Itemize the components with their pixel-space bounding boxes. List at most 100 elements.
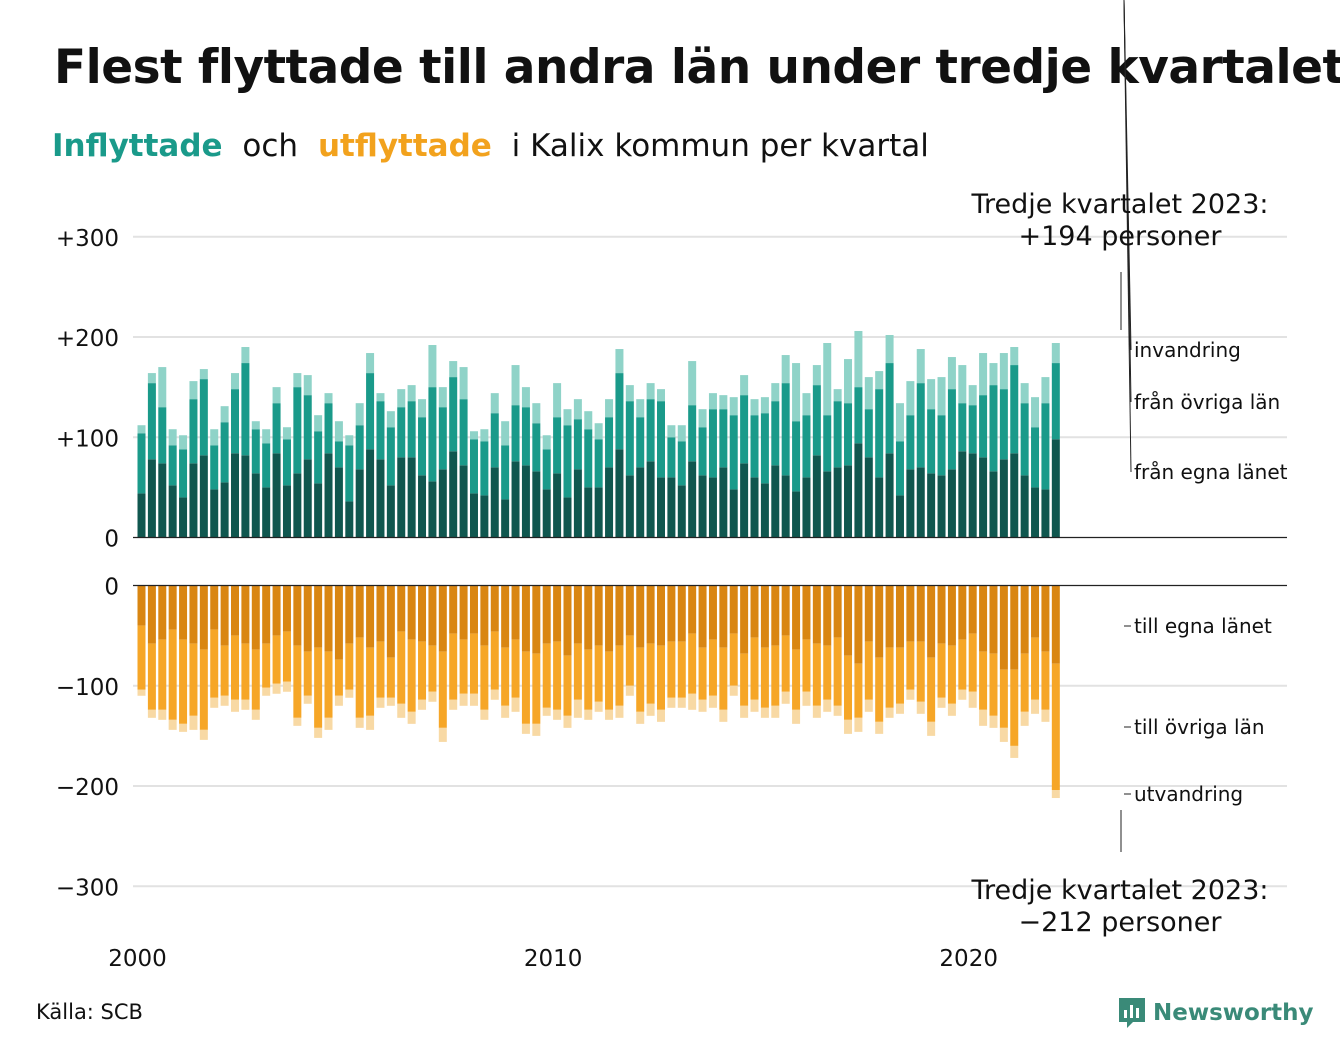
bar-in-segment [771,401,780,466]
bar-out-segment [1031,585,1040,638]
bar-out-segment [625,635,634,686]
y-tick-bottom: −200 [56,775,119,801]
bar-in-segment [386,485,395,538]
bar-in-segment [906,415,915,470]
bar-out-segment [833,637,842,706]
bar-out-segment [231,635,240,700]
bar-in-segment [937,415,946,476]
bar-in-segment [418,417,427,476]
bar-in-segment [771,383,780,402]
bar-in-segment [168,445,177,486]
source-label: Källa: SCB [36,1000,143,1024]
brand-name: Newsworthy [1153,1000,1314,1026]
bar-in-segment [179,449,188,498]
bar-in-segment [532,403,541,424]
bar-in-segment [657,477,665,538]
bar-out-segment [667,641,676,698]
bar-in-segment [979,353,988,396]
y-tick-bottom: −100 [56,675,119,701]
series-label-out: till egna länet [1134,614,1272,638]
bar-out-segment [802,585,811,640]
bar-out-segment [740,585,749,654]
bar-in-segment [802,393,811,416]
bar-in-segment [947,389,956,470]
bar-out-segment [521,651,530,724]
bar-in-segment [376,459,385,538]
bar-out-segment [355,637,364,718]
bar-out-segment [823,585,832,646]
bar-out-segment [168,629,177,720]
bar-out-segment [158,709,167,720]
bar-out-segment [137,689,146,696]
bar-out-segment [272,635,281,684]
bar-out-segment [324,651,333,718]
bar-in-segment [781,383,790,476]
bar-in-segment [750,477,759,538]
bar-in-segment [719,409,728,468]
bar-out-segment [355,585,364,638]
bar-out-segment [407,639,416,712]
bar-out-segment [563,715,572,728]
bar-in-segment [210,429,219,446]
bar-in-segment [449,377,458,452]
bar-in-segment [844,359,853,404]
bar-out-segment [251,649,260,710]
bar-out-segment [854,663,863,718]
bar-out-segment [397,631,406,704]
y-tick-top: +100 [56,426,119,452]
bar-out-segment [625,585,634,636]
bar-out-segment [740,705,749,718]
bar-in-segment [719,395,728,410]
bar-in-segment [698,475,707,538]
bar-in-segment [220,422,229,483]
bar-in-segment [958,403,967,452]
bar-out-segment [885,707,894,718]
bar-in-segment [729,397,738,416]
bar-in-segment [947,357,956,390]
bar-in-segment [438,469,447,538]
y-tick-top: +300 [56,226,119,252]
y-tick-top: +200 [56,326,119,352]
bar-in-segment [355,469,364,538]
bar-in-segment [345,501,354,538]
bar-in-segment [179,497,188,538]
bar-out-segment [1041,651,1050,710]
bar-in-segment [480,429,489,442]
bar-in-segment [272,403,281,454]
bar-out-segment [210,697,219,708]
bar-out-segment [781,585,790,636]
bar-out-segment [386,697,395,706]
bar-in-segment [885,453,894,538]
bar-in-segment [563,497,572,538]
bar-out-segment [968,633,977,692]
bar-out-segment [251,585,260,650]
bar-out-segment [781,691,790,704]
bar-in-segment [698,427,707,476]
bar-in-segment [251,473,260,538]
bar-in-segment [293,387,302,474]
bar-in-segment [189,463,198,538]
newsworthy-logo-icon [1119,998,1145,1028]
bar-out-segment [688,585,697,634]
bar-in-segment [137,433,146,494]
bar-in-segment [376,401,385,460]
bar-out-segment [542,707,551,716]
bar-in-segment [760,397,769,414]
bar-in-segment [147,459,156,538]
bar-in-segment [906,381,915,416]
bar-out-segment [459,585,468,640]
bar-out-segment [937,643,946,698]
bar-in-segment [511,365,520,406]
bar-in-segment [999,459,1008,538]
bar-in-segment [657,389,665,402]
bar-in-segment [906,469,915,538]
bar-out-segment [459,639,468,694]
bar-out-segment [542,643,551,708]
bar-out-segment [324,585,333,652]
bar-out-segment [501,647,510,706]
bar-in-segment [740,463,749,538]
bar-out-segment [729,685,738,696]
bar-in-segment [677,425,686,442]
bar-in-segment [303,375,312,396]
bar-out-segment [573,585,582,644]
